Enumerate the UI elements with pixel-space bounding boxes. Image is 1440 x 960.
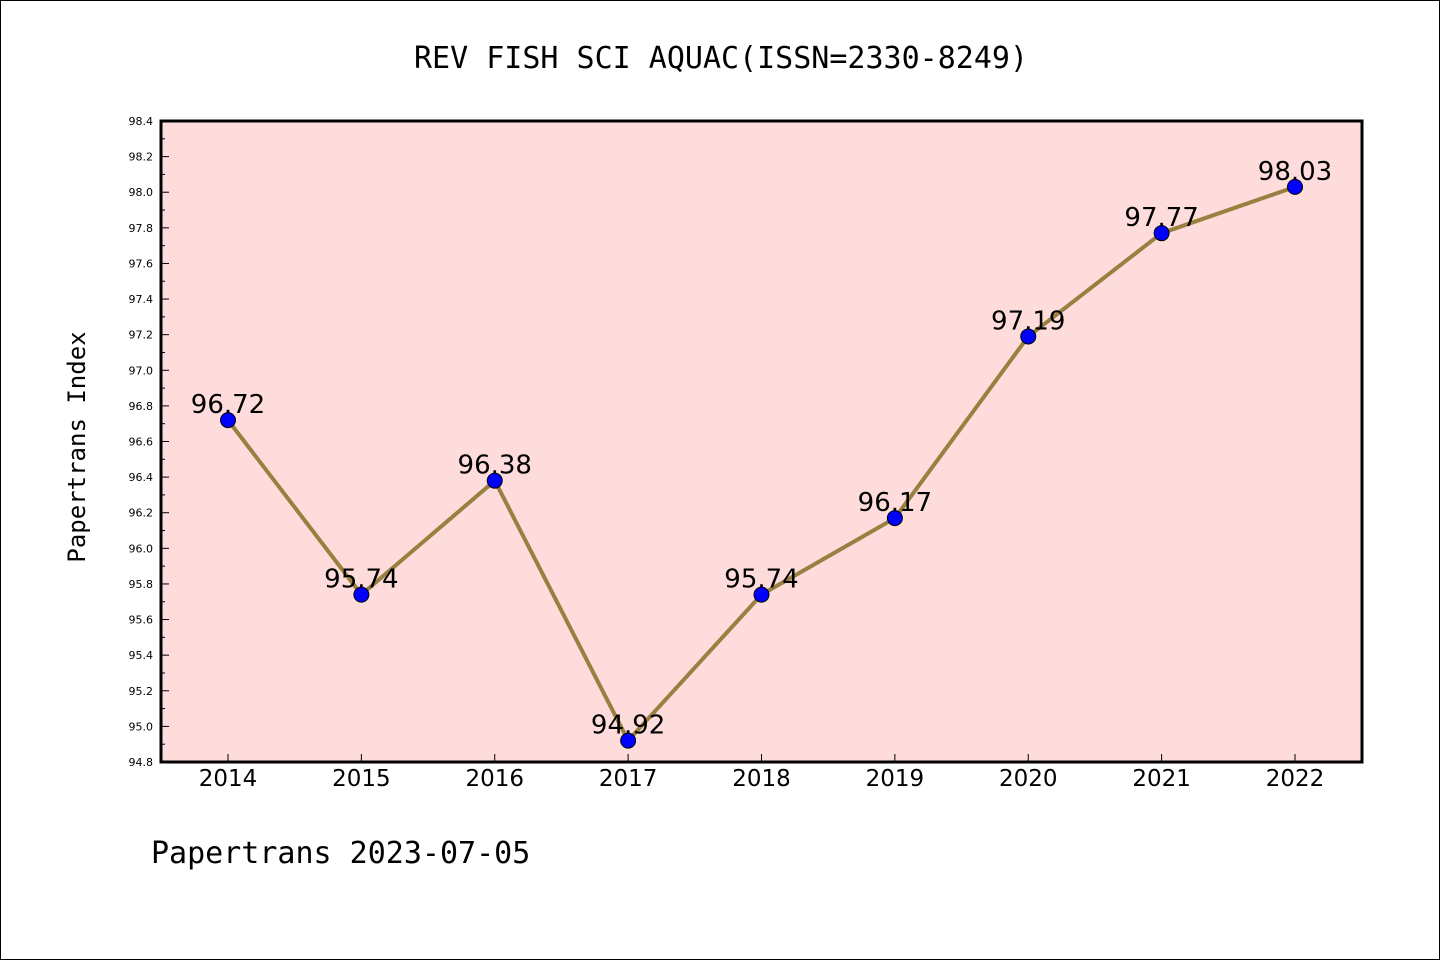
y-tick-label: 96.2 [129,507,154,520]
footer-credit: Papertrans 2023-07-05 [151,836,531,871]
data-point [1287,178,1303,195]
y-axis: 94.8 95.0 95.2 95.4 95.6 95.8 96.0 96.2 96.4 96.6… [129,115,169,769]
data-point [1153,225,1170,242]
y-tick-label: 95.2 [129,685,154,698]
y-tick-label: 98.2 [129,151,154,164]
y-tick-label: 96.0 [129,542,154,555]
data-point [486,472,503,489]
data-label: 95.74 [724,565,798,595]
data-labels: 96.72 95.74 96.38 94.92 95.74 96.17 97.19 97.77… [191,157,1332,741]
x-tick-label: 2022 [1266,766,1325,792]
data-points [220,178,1303,749]
data-point [353,586,370,603]
chart-title: REV FISH SCI AQUAC(ISSN=2330-8249) [414,41,1028,76]
y-axis-label: Papertrans Index [63,331,91,562]
y-tick-label: 96.4 [129,471,154,484]
y-tick-label: 98.0 [129,186,154,199]
y-tick-label: 97.0 [129,364,154,377]
data-label: 96.17 [858,488,932,518]
y-tick-label: 98.4 [129,115,154,128]
y-tick-label: 95.6 [129,614,154,627]
data-label: 94.92 [591,711,665,741]
x-tick-label: 2015 [332,766,391,792]
y-tick-label: 97.6 [129,257,154,270]
data-label: 96.38 [458,451,532,481]
y-tick-label: 97.2 [129,329,154,342]
y-tick-label: 97.4 [129,293,154,306]
data-label: 97.19 [991,306,1065,336]
data-point [620,732,637,749]
plot-border [159,119,1364,764]
y-tick-label: 94.8 [129,756,154,769]
x-tick-label: 2018 [732,766,791,792]
y-tick-label: 95.4 [129,649,154,662]
data-point [753,586,770,603]
x-tick-label: 2016 [465,766,524,792]
data-label: 96.72 [191,390,265,420]
x-tick-label: 2019 [866,766,925,792]
x-tick-label: 2021 [1132,766,1191,792]
data-point [1020,328,1037,345]
y-tick-label: 96.6 [129,436,154,449]
x-tick-label: 2020 [999,766,1058,792]
data-point [886,510,903,527]
y-tick-label: 96.8 [129,400,154,413]
y-tick-label: 97.8 [129,222,154,235]
x-tick-label: 2017 [599,766,658,792]
x-tick-label: 2014 [199,766,258,792]
data-label: 95.74 [324,565,398,595]
x-axis: 2014 2015 2016 2017 2018 2019 2020 2021 2022 [199,754,1325,792]
data-point [220,412,236,429]
y-tick-label: 95.8 [129,578,154,591]
y-tick-label: 95.0 [129,720,154,733]
data-label: 98.03 [1258,157,1332,187]
data-label: 97.77 [1124,203,1198,233]
